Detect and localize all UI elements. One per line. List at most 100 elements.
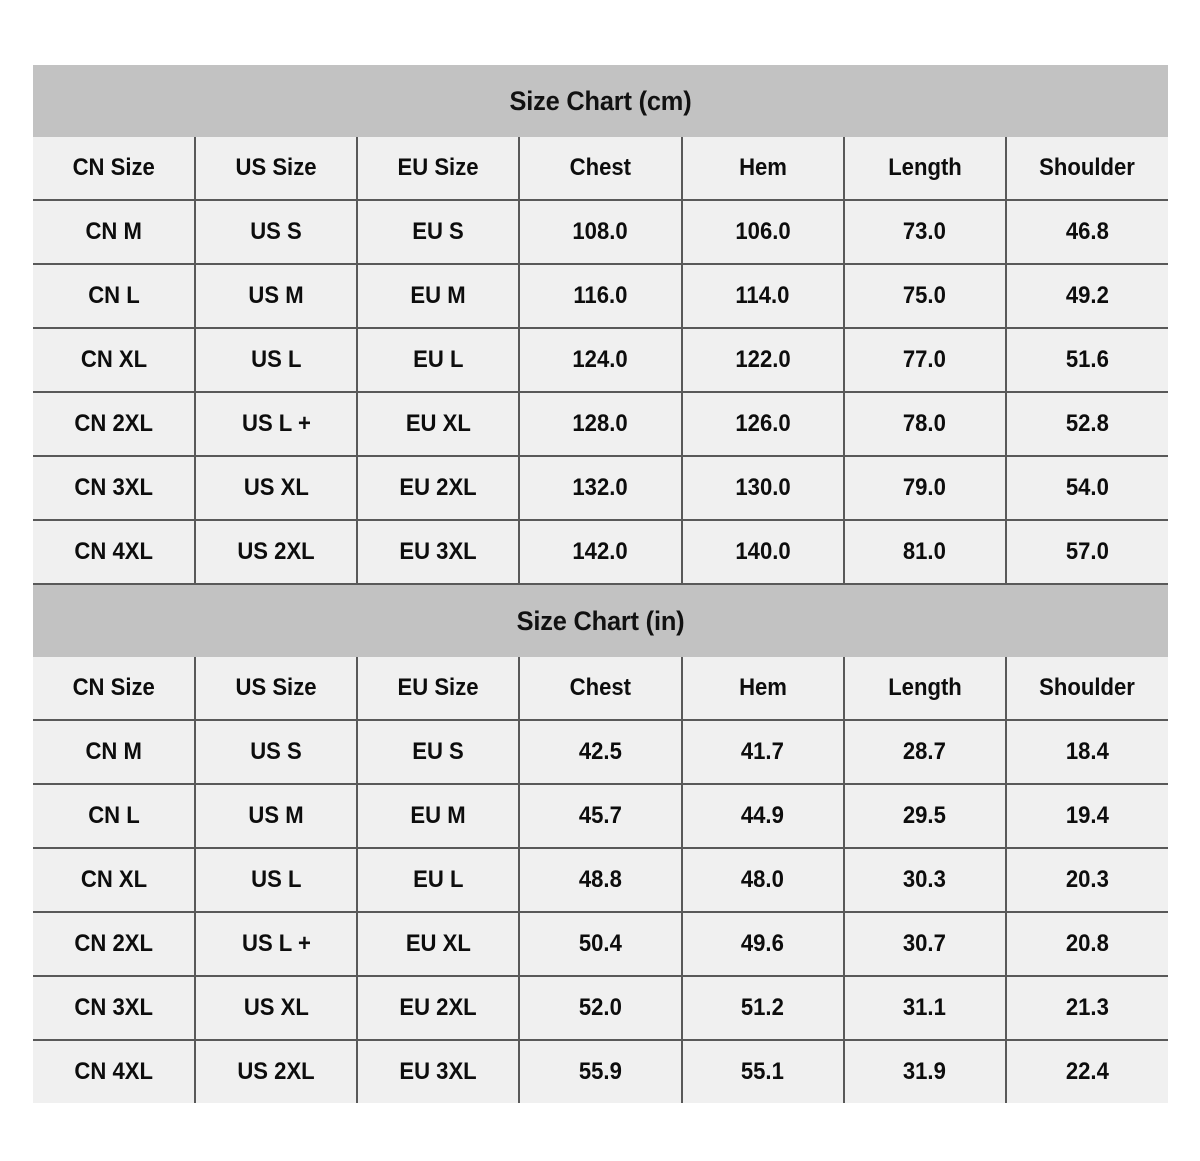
table-cell: 116.0 [518,263,683,329]
table-cell-value: CN XL [80,866,147,893]
table-cell: EU L [356,847,521,913]
table-cell-value: US M [248,282,304,309]
table-cell: CN 2XL [33,911,197,977]
table-cell: US L [194,847,359,913]
table-cell-value: 46.8 [1065,218,1109,245]
column-header-label: Chest [569,154,632,181]
table-cell: 48.8 [518,847,683,913]
table-row: CN 2XL US L + EU XL 50.4 49.6 30.7 20.8 [33,911,1168,977]
table-cell: EU XL [356,911,521,977]
column-header-cell: US Size [194,137,359,201]
table-cell: 48.0 [680,847,845,913]
table-cell-value: 132.0 [572,474,629,501]
table-cell: US L [194,327,359,393]
table-cell-value: EU 2XL [399,994,477,1021]
table-row: CN 2XL US L + EU XL 128.0 126.0 78.0 52.8 [33,391,1168,457]
table-cell: 28.7 [842,719,1007,785]
section-title-text: Size Chart (cm) [509,86,692,116]
table-cell: US S [194,199,359,265]
table-cell: EU M [356,263,521,329]
table-cell: 41.7 [680,719,845,785]
table-cell-value: 78.0 [903,410,947,437]
column-header-cell: Length [842,657,1007,721]
section-title-bar: Size Chart (in) [33,584,1168,657]
table-cell-value: 48.0 [741,866,785,893]
table-cell: US 2XL [194,519,359,585]
table-cell: US 2XL [194,1039,359,1103]
table-cell: 19.4 [1004,783,1168,849]
table-cell-value: 55.9 [578,1058,622,1085]
table-cell-value: 126.0 [734,410,791,437]
table-cell-value: EU S [412,218,465,245]
table-cell-value: 57.0 [1065,538,1109,565]
table-cell-value: US L + [241,930,311,957]
table-cell: CN 4XL [33,519,197,585]
table-cell: 124.0 [518,327,683,393]
table-cell: 78.0 [842,391,1007,457]
table-cell: CN 3XL [33,455,197,521]
table-cell: 106.0 [680,199,845,265]
table-cell: 49.6 [680,911,845,977]
table-cell-value: CN 3XL [74,474,153,501]
table-cell: US M [194,783,359,849]
column-header-label: US Size [235,674,317,701]
table-cell: 30.3 [842,847,1007,913]
table-cell-value: CN XL [80,346,147,373]
table-cell: EU XL [356,391,521,457]
table-cell: EU L [356,327,521,393]
table-cell-value: 52.8 [1065,410,1109,437]
column-header-row: CN Size US Size EU Size Chest Hem Length Shoul… [33,137,1168,201]
table-cell: 73.0 [842,199,1007,265]
table-cell: EU 3XL [356,1039,521,1103]
table-cell: 140.0 [680,519,845,585]
table-cell: US XL [194,975,359,1041]
table-cell-value: 20.3 [1065,866,1109,893]
table-cell-value: 45.7 [578,802,622,829]
column-header-label: Hem [738,154,787,181]
table-cell: 50.4 [518,911,683,977]
section-title-row-in: Size Chart (in) [33,584,1168,657]
column-header-cell: US Size [194,657,359,721]
table-cell-value: EU 3XL [399,1058,477,1085]
table-cell: 49.2 [1004,263,1168,329]
table-cell-value: 20.8 [1065,930,1109,957]
table-cell-value: EU L [413,866,464,893]
table-row: CN 4XL US 2XL EU 3XL 142.0 140.0 81.0 57.0 [33,519,1168,585]
table-cell-value: CN 3XL [74,994,153,1021]
column-header-label: Hem [738,674,787,701]
table-cell: 55.1 [680,1039,845,1103]
table-cell: US XL [194,455,359,521]
table-cell: 42.5 [518,719,683,785]
table-cell-value: US XL [243,474,309,501]
table-cell-value: US L + [241,410,311,437]
table-cell: CN XL [33,327,197,393]
table-cell-value: EU XL [405,930,471,957]
table-cell: 45.7 [518,783,683,849]
column-header-cell: EU Size [356,657,521,721]
table-cell: EU M [356,783,521,849]
table-cell: 29.5 [842,783,1007,849]
table-row: CN 4XL US 2XL EU 3XL 55.9 55.1 31.9 22.4 [33,1039,1168,1103]
table-cell-value: CN 4XL [74,1058,153,1085]
table-cell-value: 52.0 [578,994,622,1021]
table-cell: 22.4 [1004,1039,1168,1103]
table-cell-value: CN L [87,282,140,309]
table-row: CN 3XL US XL EU 2XL 52.0 51.2 31.1 21.3 [33,975,1168,1041]
table-cell: 81.0 [842,519,1007,585]
table-cell-value: US 2XL [237,1058,315,1085]
table-cell-value: 30.3 [903,866,947,893]
table-cell: EU S [356,719,521,785]
table-cell: 55.9 [518,1039,683,1103]
table-cell: 126.0 [680,391,845,457]
table-cell-value: 77.0 [903,346,947,373]
table-cell-value: 42.5 [578,738,622,765]
table-cell-value: 31.9 [903,1058,947,1085]
table-cell: CN 2XL [33,391,197,457]
column-header-label: EU Size [397,674,479,701]
table-cell-value: 28.7 [903,738,947,765]
table-cell: 128.0 [518,391,683,457]
table-cell: CN XL [33,847,197,913]
size-chart-container: Size Chart (cm) CN Size US Size EU Size Ches… [33,65,1168,1103]
table-cell: CN 4XL [33,1039,197,1103]
column-header-cell: Hem [680,657,845,721]
